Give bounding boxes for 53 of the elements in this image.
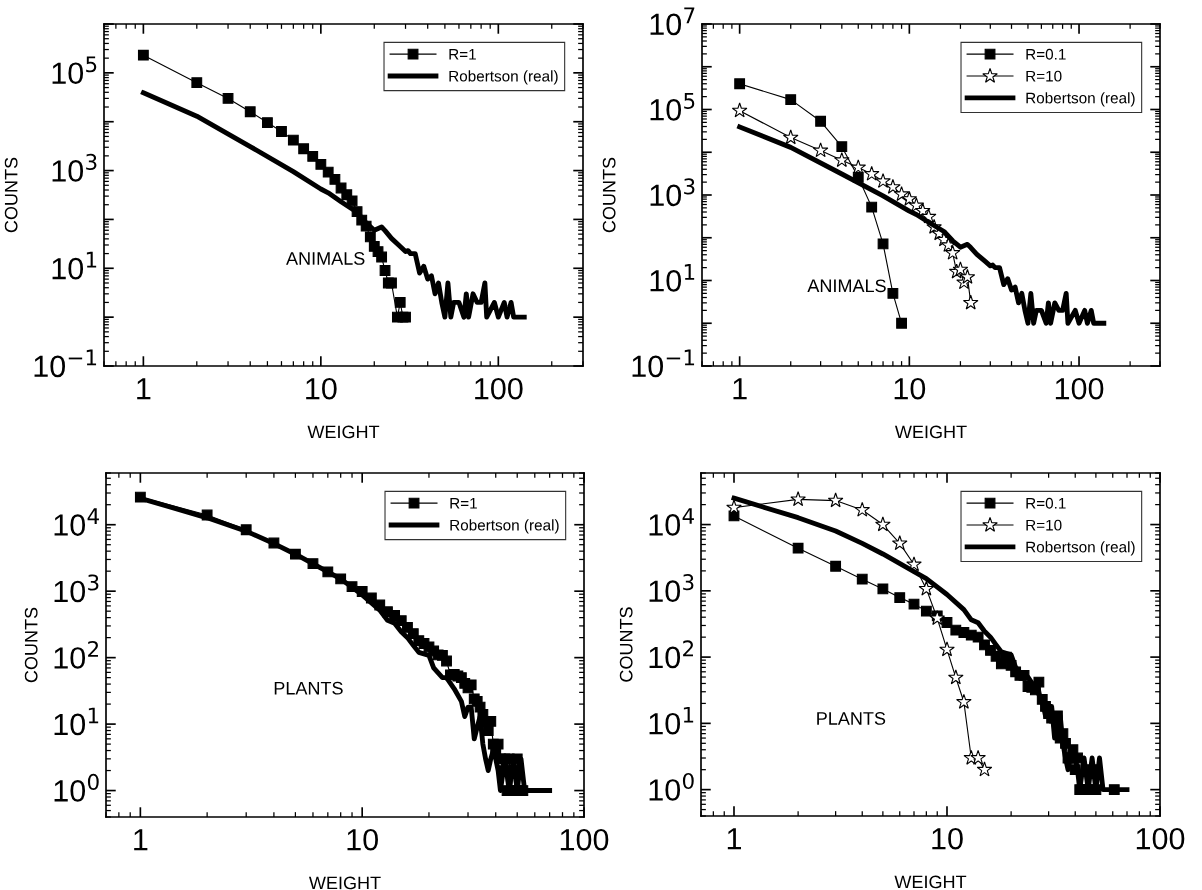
x-tick-label: 100 bbox=[1055, 377, 1104, 400]
legend-label: R=10 bbox=[1026, 70, 1062, 82]
y-tick-label: 10$^{2}$ bbox=[54, 640, 98, 669]
y-tick-label: 10$^{1}$ bbox=[650, 264, 695, 292]
y-tick-label: 10$^{5}$ bbox=[52, 56, 97, 85]
y-axis-title: COUNTS bbox=[602, 157, 616, 233]
annotation: PLANTS bbox=[817, 712, 886, 725]
x-tick-label: 1 bbox=[727, 828, 741, 850]
y-tick-label: 10$^{5}$ bbox=[650, 93, 695, 121]
y-tick-label: 10$^{−1}$ bbox=[34, 349, 97, 378]
y-tick-label: 10$^{1}$ bbox=[54, 707, 99, 736]
x-axis-title: WEIGHT bbox=[307, 425, 380, 439]
y-tick-label: 10$^{1}$ bbox=[52, 251, 97, 280]
legend-label: R=1 bbox=[450, 498, 477, 509]
y-tick-label: 10$^{0}$ bbox=[54, 773, 99, 802]
x-tick-label: 1 bbox=[137, 378, 151, 400]
x-tick-label: 10 bbox=[306, 377, 337, 400]
y-axis-title: COUNTS bbox=[24, 607, 38, 683]
x-axis-title: WEIGHT bbox=[894, 425, 967, 439]
y-tick-label: 10$^{4}$ bbox=[54, 508, 99, 536]
x-tick-label: 100 bbox=[1136, 827, 1185, 850]
legend-label: Robertson (real) bbox=[450, 519, 559, 534]
legend-label: R=1 bbox=[449, 49, 476, 60]
annotation: PLANTS bbox=[274, 681, 343, 695]
legend-label: R=10 bbox=[1026, 519, 1062, 531]
annotation: ANIMALS bbox=[286, 252, 365, 265]
y-tick-label: 10$^{3}$ bbox=[52, 153, 97, 182]
x-tick-label: 1 bbox=[134, 829, 148, 851]
legend-label: R=0.1 bbox=[1026, 497, 1066, 509]
legend-label: R=0.1 bbox=[1026, 48, 1066, 60]
y-axis-title: COUNTS bbox=[4, 157, 18, 233]
legend-label: Robertson (real) bbox=[1026, 541, 1135, 556]
x-tick-label: 10 bbox=[347, 828, 378, 851]
x-tick-label: 100 bbox=[475, 377, 523, 400]
y-tick-label: 10$^{4}$ bbox=[649, 508, 694, 536]
y-tick-label: 10$^{7}$ bbox=[650, 7, 695, 36]
legend-label: Robertson (real) bbox=[1026, 92, 1135, 107]
y-tick-label: 10$^{3}$ bbox=[649, 574, 694, 602]
x-tick-label: 10 bbox=[932, 827, 963, 850]
x-axis-title: WEIGHT bbox=[894, 875, 967, 889]
x-tick-label: 10 bbox=[894, 377, 926, 400]
y-tick-label: 10$^{1}$ bbox=[649, 706, 694, 735]
annotation: ANIMALS bbox=[807, 279, 886, 293]
x-tick-label: 1 bbox=[733, 378, 747, 400]
y-tick-label: 10$^{3}$ bbox=[54, 574, 99, 603]
y-axis-title: COUNTS bbox=[619, 607, 633, 682]
x-axis-title: WEIGHT bbox=[308, 876, 381, 890]
y-tick-label: 10$^{3}$ bbox=[650, 178, 695, 207]
y-tick-label: 10$^{0}$ bbox=[649, 772, 694, 801]
y-tick-label: 10$^{−1}$ bbox=[632, 349, 695, 378]
x-tick-label: 100 bbox=[560, 828, 609, 851]
legend-label: Robertson (real) bbox=[449, 70, 558, 85]
y-tick-label: 10$^{2}$ bbox=[649, 640, 693, 669]
